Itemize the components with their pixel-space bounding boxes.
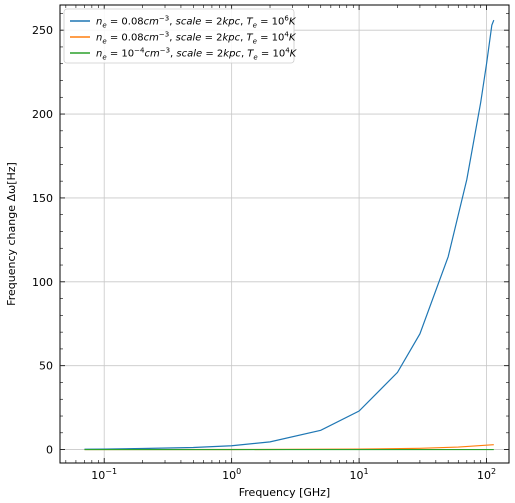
plot-area <box>59 4 510 464</box>
x-tick-label: 100 <box>222 467 241 482</box>
y-tick-label: 250 <box>32 24 53 37</box>
legend-label-2: ne = 0.08cm−3, scale = 2kpc, Te = 104K <box>96 31 297 46</box>
y-tick-label: 0 <box>46 444 53 457</box>
y-axis-label: Frequency change Δω[Hz] <box>5 162 18 306</box>
y-tick-label: 50 <box>39 360 53 373</box>
series-line-1 <box>84 19 495 450</box>
legend-label-1: ne = 0.08cm−3, scale = 2kpc, Te = 106K <box>96 15 297 30</box>
y-tick-label: 150 <box>32 192 53 205</box>
legend-box <box>63 8 295 64</box>
y-tick-label: 100 <box>32 276 53 289</box>
legend: ne = 0.08cm−3, scale = 2kpc, Te = 106Kne… <box>63 8 298 64</box>
y-tick-label: 200 <box>32 108 53 121</box>
legend-label-3: ne = 10−4cm−3, scale = 2kpc, Te = 104K <box>96 47 298 62</box>
x-tick-label: 102 <box>477 467 496 482</box>
x-axis-label: Frequency [GHz] <box>239 486 330 499</box>
x-tick-label: 10−1 <box>91 467 117 482</box>
series-layer <box>84 19 495 451</box>
x-tick-label: 101 <box>350 467 369 482</box>
ticks: 10−1 100 101 102 0 50 100 150 200 250 <box>32 5 509 482</box>
